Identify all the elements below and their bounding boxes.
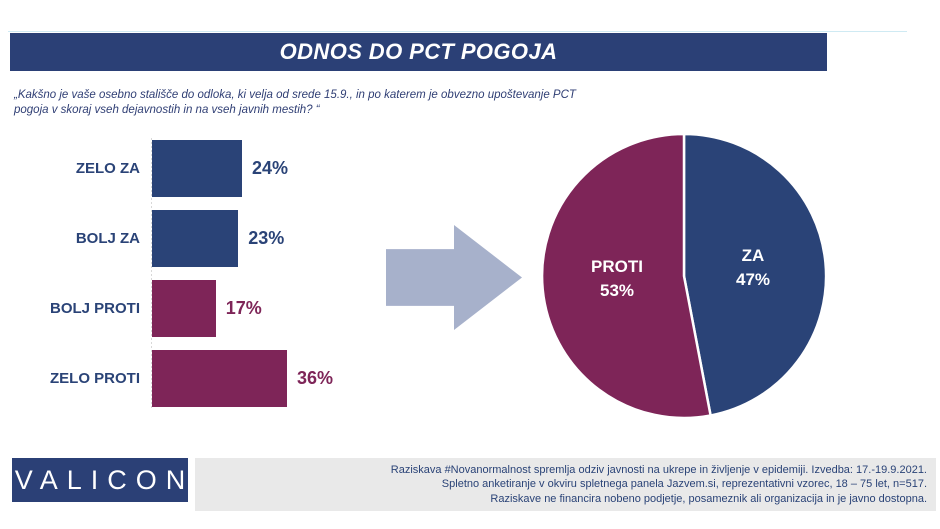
- valicon-logo-text: VALICON: [14, 464, 195, 495]
- bar-row: BOLJ ZA 23%: [40, 210, 400, 267]
- bar-row: ZELO PROTI 36%: [40, 350, 400, 407]
- pie-chart: ZA 47% PROTI 53%: [538, 130, 830, 422]
- bar-value-label: 24%: [252, 158, 289, 178]
- bar-chart: ZELO ZA 24% BOLJ ZA 23% BOLJ PROTI 17% ZELO PR…: [40, 140, 400, 420]
- bar: [152, 140, 242, 197]
- valicon-logo: VALICON: [12, 458, 188, 502]
- pie-label-za: ZA 47%: [736, 246, 770, 289]
- bar-value-label: 17%: [225, 298, 262, 318]
- divider-line: [8, 31, 907, 32]
- footer-line: Raziskave ne financira nobeno podjetje, …: [490, 492, 927, 505]
- survey-question: „Kakšno je vaše osebno stališče do odlok…: [14, 89, 576, 116]
- bar-chart-axis: [151, 138, 152, 410]
- arrow-right-icon: [386, 225, 522, 330]
- bar-row: BOLJ PROTI 17%: [40, 280, 400, 337]
- footer-line: Raziskava #Novanormalnost spremlja odziv…: [390, 464, 927, 476]
- bar-value-label: 36%: [297, 368, 334, 388]
- page-title: ODNOS DO PCT POGOJA: [279, 39, 558, 64]
- bar: [152, 350, 287, 407]
- pie-label-proti: PROTI 53%: [591, 257, 643, 300]
- pie-slice-proti: [540, 132, 712, 420]
- footer-note: Raziskava #Novanormalnost spremlja odziv…: [195, 458, 936, 511]
- bar-value-label: 23%: [248, 228, 285, 248]
- bar-row: ZELO ZA 24%: [40, 140, 400, 197]
- bar-category-label: ZELO ZA: [75, 160, 140, 177]
- bar-category-label: BOLJ PROTI: [49, 300, 140, 317]
- bar-category-label: BOLJ ZA: [75, 230, 140, 247]
- bar: [152, 280, 216, 337]
- bar: [152, 210, 239, 267]
- bar-category-label: ZELO PROTI: [50, 370, 140, 387]
- footer-line: Spletno anketiranje v okviru spletnega p…: [441, 478, 927, 491]
- pie-slice-za: [682, 132, 828, 417]
- title-banner: ODNOS DO PCT POGOJA: [10, 33, 827, 71]
